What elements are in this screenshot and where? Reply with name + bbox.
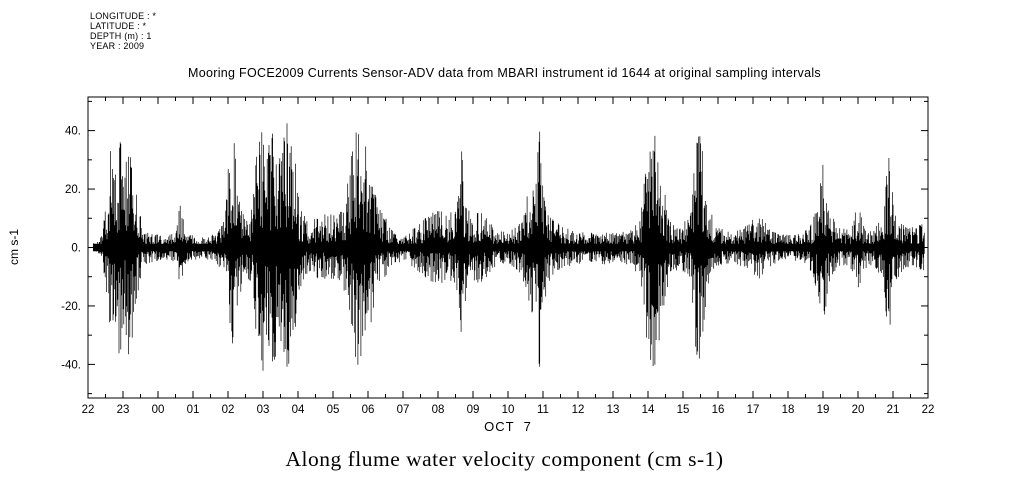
x-tick-label: 20 bbox=[852, 404, 865, 416]
meta-depth: DEPTH (m) : 1 bbox=[90, 31, 152, 41]
y-axis-title: cm s-1 bbox=[7, 229, 21, 265]
y-tick-label: -40. bbox=[61, 359, 81, 371]
meta-latitude: LATITUDE : * bbox=[90, 21, 147, 31]
x-tick-label: 23 bbox=[117, 404, 130, 416]
x-tick-label: 15 bbox=[677, 404, 690, 416]
x-tick-label: 22 bbox=[922, 404, 935, 416]
meta-longitude: LONGITUDE : * bbox=[90, 11, 157, 21]
metadata-block: LONGITUDE : * LATITUDE : * DEPTH (m) : 1… bbox=[90, 11, 156, 51]
x-tick-label: 16 bbox=[712, 404, 725, 416]
x-tick-label: 04 bbox=[292, 404, 305, 416]
x-tick-label: 02 bbox=[222, 404, 235, 416]
velocity-series bbox=[92, 123, 925, 371]
meta-year: YEAR : 2009 bbox=[90, 41, 145, 51]
x-axis-title: OCT 7 bbox=[484, 419, 532, 434]
x-tick-label: 10 bbox=[502, 404, 515, 416]
y-tick-label: 40. bbox=[65, 126, 81, 138]
plot-title: Mooring FOCE2009 Currents Sensor-ADV dat… bbox=[188, 66, 821, 80]
x-tick-label: 07 bbox=[397, 404, 410, 416]
x-tick-label: 11 bbox=[537, 404, 549, 416]
x-tick-label: 01 bbox=[187, 404, 200, 416]
x-tick-label: 14 bbox=[642, 404, 655, 416]
x-tick-label: 03 bbox=[257, 404, 270, 416]
x-tick-label: 13 bbox=[607, 404, 620, 416]
x-tick-label: 06 bbox=[362, 404, 375, 416]
x-tick-label: 09 bbox=[467, 404, 480, 416]
y-tick-label: 20. bbox=[65, 184, 81, 196]
x-tick-label: 19 bbox=[817, 404, 830, 416]
x-tick-label: 00 bbox=[152, 404, 165, 416]
x-tick-label: 12 bbox=[572, 404, 585, 416]
x-tick-label: 18 bbox=[782, 404, 795, 416]
y-tick-label: 0. bbox=[71, 243, 81, 255]
x-tick-label: 21 bbox=[887, 404, 900, 416]
x-tick-label: 08 bbox=[432, 404, 445, 416]
x-tick-label: 22 bbox=[82, 404, 95, 416]
figure-caption: Along flume water velocity component (cm… bbox=[285, 447, 724, 471]
x-tick-label: 05 bbox=[327, 404, 340, 416]
x-tick-label: 17 bbox=[747, 404, 760, 416]
y-tick-label: -20. bbox=[61, 301, 81, 313]
